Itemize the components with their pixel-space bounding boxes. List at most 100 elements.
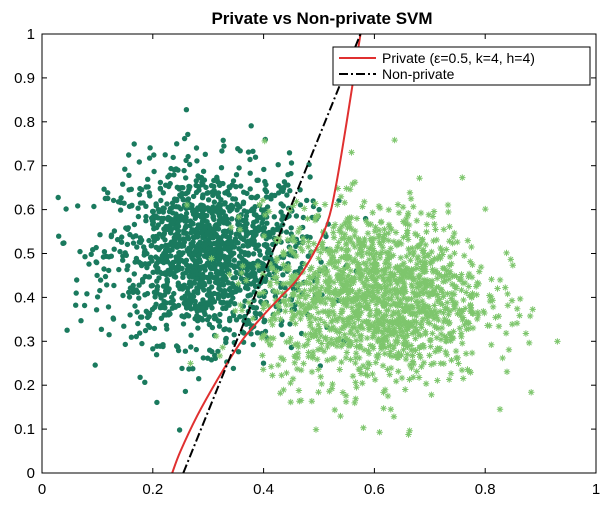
point-circle [187,161,193,168]
point-asterisk [428,280,435,287]
point-circle [259,220,265,226]
point-circle [224,240,231,246]
point-asterisk [370,282,377,289]
point-asterisk [403,253,410,260]
point-circle [168,253,174,259]
point-circle [245,149,252,155]
point-circle [244,243,251,249]
point-circle [165,289,171,295]
point-asterisk [338,222,346,230]
point-asterisk [390,345,397,352]
point-asterisk [342,286,349,293]
point-asterisk [379,342,386,349]
point-circle [126,277,132,283]
point-circle [200,182,206,188]
point-circle [74,277,80,283]
point-asterisk [273,279,281,286]
point-circle [108,232,115,238]
point-asterisk [296,398,303,405]
point-asterisk [369,288,376,296]
point-asterisk [301,205,308,212]
point-asterisk [365,270,372,277]
point-asterisk [279,290,286,297]
point-circle [142,379,148,385]
point-circle [183,175,189,181]
point-asterisk [413,261,421,268]
point-asterisk [364,334,371,342]
point-asterisk [416,309,423,316]
point-asterisk [302,331,309,338]
point-asterisk [370,345,377,352]
point-circle [162,237,168,243]
point-asterisk [351,311,359,319]
point-asterisk [418,318,426,326]
point-circle [86,261,92,267]
point-asterisk [329,308,337,315]
point-circle [139,314,145,320]
point-asterisk [381,386,389,393]
point-asterisk [367,293,375,300]
point-circle [126,172,132,178]
point-circle [278,209,284,215]
point-circle [233,172,240,178]
point-circle [138,260,144,267]
point-circle [81,302,88,309]
x-tick-label: 0.2 [142,481,163,498]
point-asterisk [301,342,308,349]
point-asterisk [361,295,368,302]
point-asterisk [440,226,447,233]
point-asterisk [287,335,294,342]
point-asterisk [362,260,370,267]
point-circle [174,197,180,204]
point-circle [249,194,255,201]
point-circle [247,273,254,279]
point-asterisk [311,290,319,297]
point-circle [166,208,173,215]
point-asterisk [379,244,386,251]
point-asterisk [285,266,293,273]
point-asterisk [380,238,387,245]
point-circle [189,227,195,233]
point-asterisk [341,335,349,342]
point-circle [196,252,202,259]
point-asterisk [267,279,274,286]
point-asterisk [385,274,393,281]
point-asterisk [416,288,424,296]
point-asterisk [288,273,295,280]
point-asterisk [378,249,386,256]
point-circle [157,185,163,191]
point-asterisk [305,243,312,250]
point-circle [100,254,107,260]
point-circle [172,232,178,238]
point-circle [166,309,172,315]
point-asterisk [238,269,245,277]
point-circle [231,264,238,271]
point-asterisk [382,258,390,266]
point-asterisk [341,331,348,338]
point-circle [97,232,103,238]
point-circle [187,294,193,300]
point-circle [151,152,157,158]
point-asterisk [446,330,454,337]
point-circle [206,224,213,230]
point-asterisk [439,251,446,258]
point-asterisk [340,265,347,272]
point-circle [256,248,263,254]
point-asterisk [399,273,406,281]
point-circle [161,312,167,318]
point-circle [157,292,163,298]
point-asterisk [387,406,394,413]
point-circle [88,251,94,257]
point-circle [224,266,230,273]
point-circle [186,251,193,257]
point-circle [147,145,153,151]
point-circle [226,286,232,293]
point-circle [188,283,194,289]
point-asterisk [315,366,322,373]
point-asterisk [463,289,470,296]
point-circle [245,250,251,256]
point-circle [154,269,160,275]
point-asterisk [226,271,233,278]
point-asterisk [300,301,307,308]
point-circle [128,334,135,340]
